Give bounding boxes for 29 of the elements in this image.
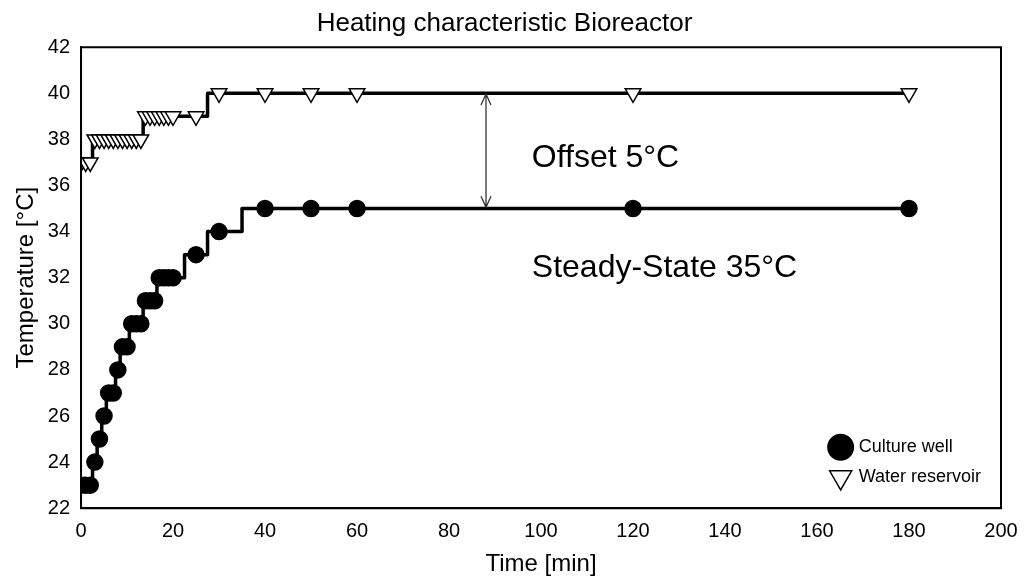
y-tick-label: 28	[47, 357, 71, 380]
x-tick-label: 180	[892, 518, 926, 541]
annotation: Steady-State 35°C	[531, 248, 798, 285]
x-tick-label: 20	[161, 518, 185, 541]
y-tick-label: 36	[47, 173, 71, 196]
legend-label: Water reservoir	[858, 466, 982, 487]
annotation: Offset 5°C	[531, 137, 680, 174]
chart-title: Heating characteristic Bioreactor	[316, 6, 693, 37]
y-tick-label: 40	[47, 80, 71, 103]
y-tick-label: 34	[47, 219, 71, 242]
x-axis-title: Time [min]	[485, 549, 597, 577]
x-tick-label: 80	[437, 518, 461, 541]
x-tick-label: 140	[708, 518, 742, 541]
x-tick-label: 40	[253, 518, 277, 541]
x-tick-label: 120	[616, 518, 650, 541]
x-tick-label: 0	[75, 518, 87, 541]
y-tick-label: 24	[47, 449, 71, 472]
y-axis-title: Temperature [°C]	[11, 186, 39, 369]
x-tick-label: 160	[800, 518, 834, 541]
y-tick-label: 38	[47, 126, 71, 149]
y-tick-label: 32	[47, 265, 71, 288]
y-tick-label: 42	[47, 34, 71, 57]
x-tick-label: 60	[345, 518, 369, 541]
y-tick-label: 30	[47, 311, 71, 334]
x-tick-label: 200	[984, 518, 1018, 541]
legend-label: Culture well	[858, 436, 953, 457]
y-tick-label: 22	[47, 495, 71, 518]
y-tick-label: 26	[47, 403, 71, 426]
x-tick-label: 100	[524, 518, 558, 541]
